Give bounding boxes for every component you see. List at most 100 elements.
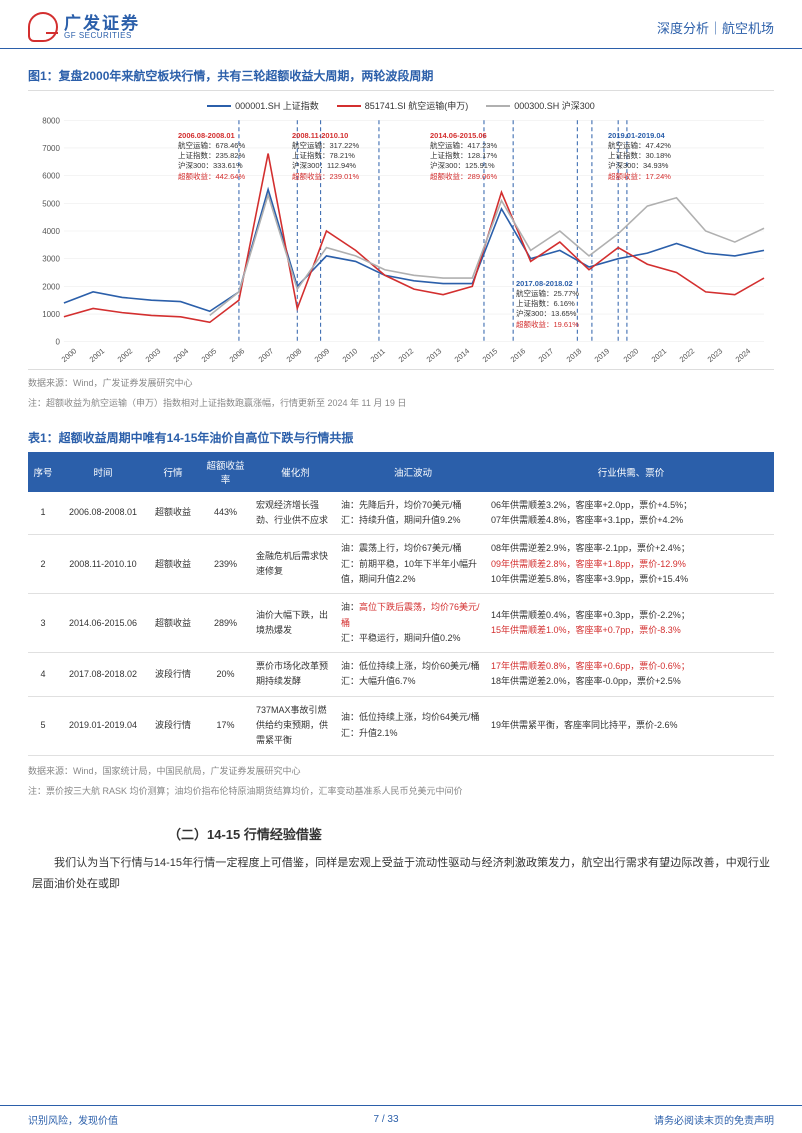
x-tick-label: 2000 [60, 343, 83, 364]
x-tick-label: 2021 [649, 343, 672, 364]
table-cell: 1 [28, 492, 58, 535]
x-tick-label: 2024 [734, 343, 757, 364]
table-cell-oil: 油：先降后升，均价70美元/桶汇：持续升值，期间升值9.2% [338, 492, 488, 535]
x-tick-label: 2002 [116, 343, 139, 364]
x-tick-label: 2016 [509, 343, 532, 364]
table-cell: 油价大幅下跌，出境热爆发 [253, 594, 338, 653]
svg-text:7000: 7000 [42, 144, 60, 153]
legend-swatch [207, 105, 231, 107]
footer-left: 识别风险，发现价值 [28, 1112, 118, 1127]
legend-label: 851741.SI 航空运输(申万) [365, 99, 469, 112]
figure1-title: 图1：复盘2000年来航空板块行情，共有三轮超额收益大周期，两轮波段周期 [28, 67, 774, 84]
table-row: 52019.01-2019.04波段行情17%737MAX事故引燃供给约束预期，… [28, 696, 774, 755]
table-cell: 2008.11-2010.10 [58, 535, 148, 594]
svg-text:2000: 2000 [42, 282, 60, 291]
table-cell-oil: 油：高位下跌后震荡，均价76美元/桶汇：平稳运行，期间升值0.2% [338, 594, 488, 653]
svg-text:5000: 5000 [42, 199, 60, 208]
legend-label: 000300.SH 沪深300 [514, 99, 595, 112]
x-tick-label: 2008 [284, 343, 307, 364]
svg-text:0: 0 [55, 338, 60, 346]
table-row: 42017.08-2018.02波段行情20%票价市场化改革预期持续发酵油：低位… [28, 653, 774, 697]
chart-annotation: 2008.11-2010.10航空运输：317.22%上证指数：78.21%沪深… [292, 131, 359, 182]
table-cell: 4 [28, 653, 58, 697]
header-category: 深度分析｜航空机场 [657, 18, 774, 37]
x-tick-label: 2023 [705, 343, 728, 364]
table-col-header: 催化剂 [253, 452, 338, 492]
footer-right: 请务必阅读末页的免责声明 [654, 1112, 774, 1127]
table-cell: 金融危机后需求快速修复 [253, 535, 338, 594]
table-cell-oil: 油：震荡上行，均价67美元/桶汇：前期平稳，10年下半年小幅升值，期间升值2.2… [338, 535, 488, 594]
x-tick-label: 2020 [621, 343, 644, 364]
x-tick-label: 2005 [200, 343, 223, 364]
chart-x-axis: 2000200120022003200420052006200720082009… [32, 349, 770, 358]
x-tick-label: 2006 [228, 343, 251, 364]
table-body: 12006.08-2008.01超额收益443%宏观经济增长强劲、行业供不应求油… [28, 492, 774, 755]
section2-body: 我们认为当下行情与14-15年行情一定程度上可借鉴，同样是宏观上受益于流动性驱动… [28, 853, 774, 895]
table-col-header: 行业供需、票价 [488, 452, 774, 492]
x-tick-label: 2011 [369, 343, 392, 364]
table-cell-oil: 油：低位持续上涨，均价64美元/桶汇：升值2.1% [338, 696, 488, 755]
table1-title: 表1：超额收益周期中唯有14-15年油价自高位下跌与行情共振 [28, 429, 774, 446]
table-cell: 289% [198, 594, 253, 653]
chart-annotation: 2019.01-2019.04航空运输：47.42%上证指数：30.18%沪深3… [608, 131, 671, 182]
table-col-header: 超额收益率 [198, 452, 253, 492]
x-tick-label: 2014 [453, 343, 476, 364]
table-cell: 3 [28, 594, 58, 653]
table-cell: 443% [198, 492, 253, 535]
table-cell: 239% [198, 535, 253, 594]
figure1-note: 注：超额收益为航空运输（申万）指数相对上证指数跑赢涨幅，行情更新至 2024 年… [28, 396, 774, 410]
table-cell: 超额收益 [148, 594, 198, 653]
legend-item: 000001.SH 上证指数 [207, 99, 319, 112]
logo-cn: 广发证券 [64, 15, 140, 32]
x-tick-label: 2012 [397, 343, 420, 364]
table-cell: 2017.08-2018.02 [58, 653, 148, 697]
svg-text:6000: 6000 [42, 172, 60, 181]
table-cell: 超额收益 [148, 492, 198, 535]
legend-label: 000001.SH 上证指数 [235, 99, 319, 112]
table-cell: 20% [198, 653, 253, 697]
page-header: 广发证券 GF SECURITIES 深度分析｜航空机场 [0, 0, 802, 49]
figure1-source: 数据来源：Wind，广发证券发展研究中心 [28, 376, 774, 390]
table-col-header: 油汇波动 [338, 452, 488, 492]
x-tick-label: 2003 [144, 343, 167, 364]
table-cell-supply: 08年供需逆差2.9%，客座率-2.1pp，票价+2.4%；09年供需顺差2.8… [488, 535, 774, 594]
table-cell: 2014.06-2015.06 [58, 594, 148, 653]
table-cell: 超额收益 [148, 535, 198, 594]
page-number: 7 / 33 [373, 1114, 398, 1125]
table-header-row: 序号时间行情超额收益率催化剂油汇波动行业供需、票价 [28, 452, 774, 492]
chart-annotation: 2014.06-2015.06航空运输：417.23%上证指数：128.17%沪… [430, 131, 497, 182]
table-cell: 2019.01-2019.04 [58, 696, 148, 755]
legend-item: 000300.SH 沪深300 [486, 99, 595, 112]
svg-text:4000: 4000 [42, 227, 60, 236]
table-cell-oil: 油：低位持续上涨，均价60美元/桶汇：大幅升值6.7% [338, 653, 488, 697]
table-cell: 宏观经济增长强劲、行业供不应求 [253, 492, 338, 535]
legend-swatch [486, 105, 510, 107]
page-footer: 识别风险，发现价值 7 / 33 请务必阅读末页的免责声明 [0, 1105, 802, 1133]
svg-text:1000: 1000 [42, 310, 60, 319]
svg-text:8000: 8000 [42, 116, 60, 125]
x-tick-label: 2019 [593, 343, 616, 364]
table-cell-supply: 06年供需顺差3.2%，客座率+2.0pp，票价+4.5%；07年供需顺差4.8… [488, 492, 774, 535]
x-tick-label: 2013 [425, 343, 448, 364]
x-tick-label: 2017 [537, 343, 560, 364]
chart-annotation: 2017.08-2018.02航空运输：25.77%上证指数：6.16%沪深30… [516, 279, 579, 330]
table-row: 12006.08-2008.01超额收益443%宏观经济增长强劲、行业供不应求油… [28, 492, 774, 535]
table-cell: 5 [28, 696, 58, 755]
chart-legend: 000001.SH 上证指数 851741.SI 航空运输(申万) 000300.S… [32, 99, 770, 112]
x-tick-label: 2009 [312, 343, 335, 364]
logo-icon [28, 12, 58, 42]
logo: 广发证券 GF SECURITIES [28, 12, 140, 42]
table-cell-supply: 19年供需紧平衡，客座率同比持平，票价-2.6% [488, 696, 774, 755]
x-tick-label: 2015 [481, 343, 504, 364]
legend-item: 851741.SI 航空运输(申万) [337, 99, 469, 112]
x-tick-label: 2022 [677, 343, 700, 364]
table1-source: 数据来源：Wind，国家统计局，中国民航局，广发证券发展研究中心 [28, 764, 774, 778]
svg-text:3000: 3000 [42, 255, 60, 264]
table-cell-supply: 14年供需顺差0.4%，客座率+0.3pp，票价-2.2%；15年供需顺差1.0… [488, 594, 774, 653]
table1: 序号时间行情超额收益率催化剂油汇波动行业供需、票价 12006.08-2008.… [28, 452, 774, 756]
legend-swatch [337, 105, 361, 107]
table-col-header: 时间 [58, 452, 148, 492]
table-cell: 波段行情 [148, 653, 198, 697]
x-tick-label: 2001 [88, 343, 111, 364]
x-tick-label: 2004 [172, 343, 195, 364]
